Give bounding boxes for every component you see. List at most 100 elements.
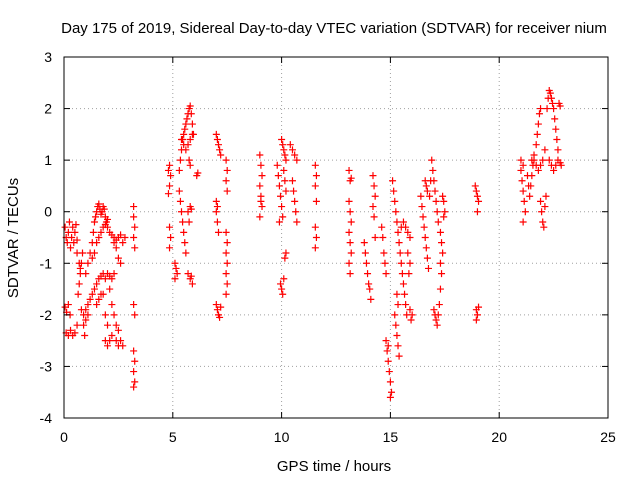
- data-point-marker: [293, 218, 301, 226]
- data-point-marker: [393, 331, 401, 339]
- axis-ticks: 0 5 10 15 20 25 -4 -3 -2 -1 0 1 2 3: [40, 49, 616, 445]
- data-point-marker: [421, 234, 429, 241]
- data-point-marker: [183, 115, 191, 123]
- y-tick-label: -4: [40, 410, 53, 426]
- data-point-marker: [429, 166, 437, 174]
- data-point-marker: [275, 182, 283, 190]
- data-point-marker: [100, 205, 108, 213]
- data-point-marker: [216, 146, 224, 154]
- x-tick-label: 20: [491, 429, 507, 445]
- data-point-marker: [99, 290, 107, 298]
- data-point-marker: [280, 146, 288, 154]
- data-point-marker: [394, 342, 402, 350]
- data-point-marker: [312, 172, 320, 180]
- data-point-marker: [65, 218, 73, 226]
- data-point-marker: [81, 331, 89, 339]
- data-point-marker: [61, 223, 69, 231]
- data-point-marker: [391, 311, 399, 319]
- data-point-marker: [390, 187, 398, 195]
- data-point-marker: [106, 285, 114, 293]
- data-point-marker: [428, 156, 436, 164]
- data-point-marker: [279, 141, 287, 149]
- data-point-marker: [119, 239, 127, 247]
- data-point-marker: [212, 130, 220, 138]
- data-point-marker: [547, 94, 555, 102]
- data-point-marker: [256, 213, 264, 221]
- data-point-marker: [275, 218, 283, 226]
- data-point-marker: [88, 290, 96, 298]
- data-point-marker: [383, 347, 391, 355]
- data-point-marker: [188, 280, 196, 288]
- data-point-marker: [184, 141, 192, 149]
- data-point-marker: [292, 208, 300, 216]
- data-point-marker: [535, 110, 543, 118]
- data-point-marker: [528, 172, 536, 180]
- data-point-marker: [213, 136, 221, 144]
- data-point-marker: [394, 301, 402, 309]
- data-point-marker: [549, 99, 557, 107]
- data-point-marker: [517, 156, 525, 164]
- data-point-marker: [130, 213, 138, 221]
- data-point-marker: [63, 239, 71, 247]
- data-point-marker: [212, 197, 220, 205]
- data-point-marker: [431, 187, 439, 195]
- data-point-marker: [386, 378, 394, 386]
- data-point-marker: [432, 197, 440, 205]
- data-point-marker: [75, 280, 83, 288]
- data-point-marker: [518, 177, 526, 185]
- data-point-marker: [279, 290, 287, 298]
- data-point-marker: [130, 368, 138, 376]
- data-point-marker: [185, 218, 193, 226]
- data-point-marker: [311, 182, 319, 190]
- data-point-marker: [166, 161, 174, 169]
- data-point-marker: [222, 290, 230, 298]
- data-point-marker: [212, 301, 220, 309]
- data-point-marker: [131, 378, 139, 386]
- data-point-marker: [213, 218, 221, 226]
- data-point-marker: [420, 223, 428, 231]
- data-point-marker: [402, 301, 410, 309]
- data-point-marker: [112, 244, 120, 252]
- data-point-marker: [554, 146, 562, 154]
- data-point-marker: [346, 239, 354, 247]
- data-point-marker: [72, 221, 80, 229]
- data-point-marker: [380, 249, 388, 257]
- data-point-marker: [347, 174, 355, 182]
- data-point-marker: [404, 249, 412, 257]
- data-point-marker: [557, 161, 565, 169]
- data-point-marker: [277, 192, 285, 200]
- data-point-marker: [104, 215, 112, 223]
- data-point-marker: [440, 213, 448, 221]
- data-point-marker: [131, 223, 139, 231]
- data-point-marker: [473, 192, 481, 200]
- data-point-marker: [223, 280, 231, 288]
- data-point-marker: [213, 203, 221, 211]
- x-tick-label: 15: [383, 429, 399, 445]
- data-point-marker: [166, 244, 174, 252]
- data-point-marker: [67, 244, 75, 252]
- data-point-marker: [537, 161, 545, 169]
- data-point-marker: [82, 316, 90, 324]
- data-point-marker: [223, 239, 231, 247]
- data-point-marker: [405, 270, 413, 278]
- data-point-marker: [187, 110, 195, 118]
- data-point-marker: [281, 151, 289, 159]
- data-point-marker: [552, 125, 560, 133]
- data-point-marker: [517, 166, 525, 174]
- data-point-marker: [166, 182, 174, 190]
- data-point-marker: [362, 259, 370, 267]
- data-point-marker: [104, 223, 112, 231]
- data-point-marker: [130, 347, 138, 355]
- data-point-marker: [406, 259, 414, 267]
- data-point-marker: [130, 383, 138, 391]
- data-point-marker: [406, 306, 414, 314]
- data-point-marker: [222, 156, 230, 164]
- data-point-marker: [188, 130, 196, 138]
- data-point-marker: [381, 259, 389, 267]
- data-point-marker: [395, 239, 403, 247]
- data-point-marker: [361, 249, 369, 257]
- data-point-marker: [73, 321, 81, 329]
- data-point-marker: [553, 136, 561, 144]
- data-point-marker: [131, 244, 139, 252]
